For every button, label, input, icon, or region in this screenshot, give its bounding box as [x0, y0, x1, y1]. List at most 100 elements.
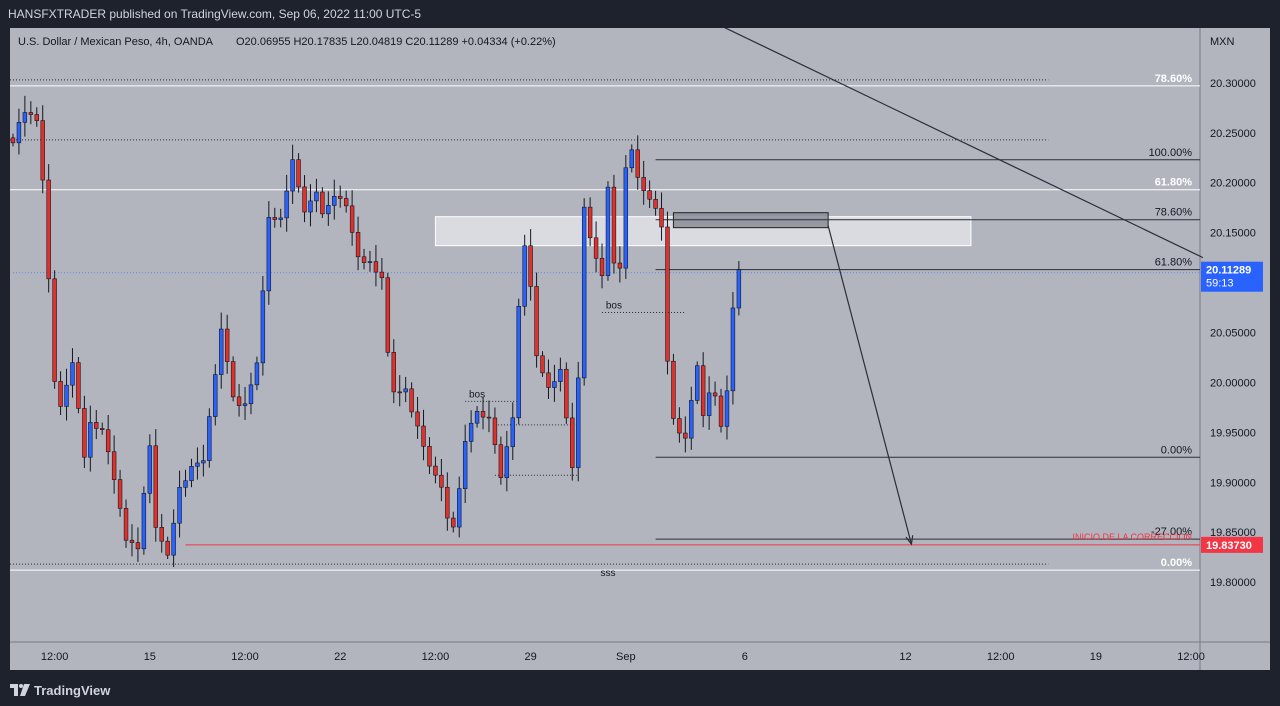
fib-level-label-0: 78.60%: [1155, 73, 1193, 85]
candle-body-33: [207, 416, 212, 461]
x-tick-11: 12:00: [1177, 651, 1205, 663]
candle-body-17: [111, 451, 117, 480]
candle-body-97: [587, 206, 593, 239]
candle-body-43: [266, 217, 272, 292]
candle-body-102: [617, 262, 623, 269]
candle-body-20: [129, 539, 135, 543]
candle-body-40: [248, 384, 254, 405]
candle-body-23: [147, 445, 153, 494]
candle-body-117: [706, 392, 712, 416]
candle-body-72: [439, 474, 444, 488]
candle-body-98: [593, 237, 599, 259]
x-tick-4: 12:00: [422, 651, 450, 663]
candle-body-94: [570, 417, 575, 468]
target-price-badge: [1201, 536, 1263, 553]
candle-body-47: [290, 159, 295, 192]
candle-body-19: [123, 508, 129, 541]
candle-body-29: [183, 480, 188, 488]
y-tick-8: 19.90000: [1210, 477, 1256, 489]
candle-body-52: [320, 191, 325, 215]
candle-body-5: [40, 120, 45, 181]
time-scale[interactable]: [10, 642, 1200, 670]
published-header: HANSFXTRADER published on TradingView.co…: [0, 0, 1280, 28]
candle-body-66: [403, 388, 408, 393]
candle-body-108: [653, 198, 658, 209]
candle-body-53: [326, 205, 331, 215]
candle-body-58: [355, 232, 361, 258]
chart-area[interactable]: 78.60% 100.00% 61.80% 78.60% 61.80% 0.00% -27.…: [10, 28, 1270, 670]
candle-body-122: [736, 269, 742, 309]
x-tick-2: 12:00: [231, 651, 259, 663]
candle-body-16: [105, 429, 111, 453]
annotation-0: bos: [469, 389, 485, 400]
fib-level-label-5: 0.00%: [1161, 444, 1192, 456]
candle-body-57: [349, 205, 355, 233]
candle-body-6: [46, 179, 51, 280]
price-scale[interactable]: [1200, 28, 1270, 670]
candle-body-121: [730, 307, 736, 392]
candle-body-31: [195, 462, 200, 467]
candle-body-13: [88, 422, 93, 458]
fib-level-label-2: 61.80%: [1155, 177, 1193, 189]
candle-body-68: [415, 411, 420, 427]
levels-layer: 78.60% 100.00% 61.80% 78.60% 61.80% 0.00% -27.…: [10, 73, 1200, 571]
candle-body-90: [546, 372, 551, 388]
candle-body-39: [242, 403, 248, 406]
candle-body-10: [70, 362, 75, 386]
candle-body-35: [219, 328, 224, 375]
candle-body-103: [623, 167, 629, 269]
candle-body-89: [540, 355, 545, 374]
candle-body-99: [599, 257, 605, 276]
candle-body-49: [302, 186, 307, 213]
candle-body-88: [534, 286, 539, 357]
candle-body-34: [213, 374, 218, 417]
candle-body-28: [177, 486, 182, 524]
candle-body-4: [34, 114, 39, 121]
candle-body-11: [76, 362, 81, 409]
candle-body-70: [427, 446, 432, 467]
candle-body-113: [683, 432, 688, 439]
annotation-2: sss: [600, 568, 615, 579]
candle-body-25: [159, 527, 164, 542]
candle-body-116: [700, 365, 706, 416]
y-tick-6: 20.00000: [1210, 377, 1256, 389]
y-tick-3: 20.15000: [1210, 228, 1256, 240]
candle-body-79: [480, 410, 486, 418]
candle-body-3: [28, 112, 34, 115]
footer: TradingView: [0, 674, 1280, 706]
candle-body-55: [338, 195, 343, 199]
candle-body-104: [629, 149, 634, 169]
candle-body-114: [689, 400, 694, 439]
candle-body-9: [64, 384, 69, 407]
fib-level-label-7: 0.00%: [1161, 557, 1192, 569]
candle-body-41: [254, 362, 260, 386]
candle-body-109: [659, 208, 664, 228]
y-tick-9: 19.85000: [1210, 527, 1256, 539]
candle-body-32: [201, 460, 206, 464]
candle-body-87: [528, 245, 533, 287]
candle-body-71: [433, 465, 438, 476]
candle-body-18: [117, 479, 123, 509]
candlestick-chart[interactable]: 78.60% 100.00% 61.80% 78.60% 61.80% 0.00% -27.…: [10, 28, 1270, 670]
candles-layer: [10, 95, 742, 568]
candle-body-119: [718, 395, 724, 427]
candle-body-44: [272, 217, 277, 220]
candle-body-86: [522, 245, 527, 307]
target-price-label: 19.83730: [1206, 540, 1252, 552]
descending-trendline: [724, 28, 1204, 259]
annotation-1: bos: [606, 301, 622, 312]
x-tick-3: 22: [334, 651, 346, 663]
candle-body-7: [52, 278, 57, 382]
current-price-countdown: 59:13: [1206, 278, 1234, 290]
currency-label: MXN: [1210, 36, 1235, 48]
x-tick-7: 6: [742, 651, 748, 663]
candle-body-61: [373, 261, 379, 273]
candle-body-14: [94, 422, 99, 429]
candle-body-2: [22, 112, 28, 123]
candle-body-118: [712, 392, 718, 397]
candle-body-26: [165, 540, 170, 556]
candle-body-85: [516, 305, 521, 419]
candle-body-45: [278, 217, 283, 220]
candle-body-95: [576, 377, 581, 468]
candle-body-42: [260, 290, 266, 364]
